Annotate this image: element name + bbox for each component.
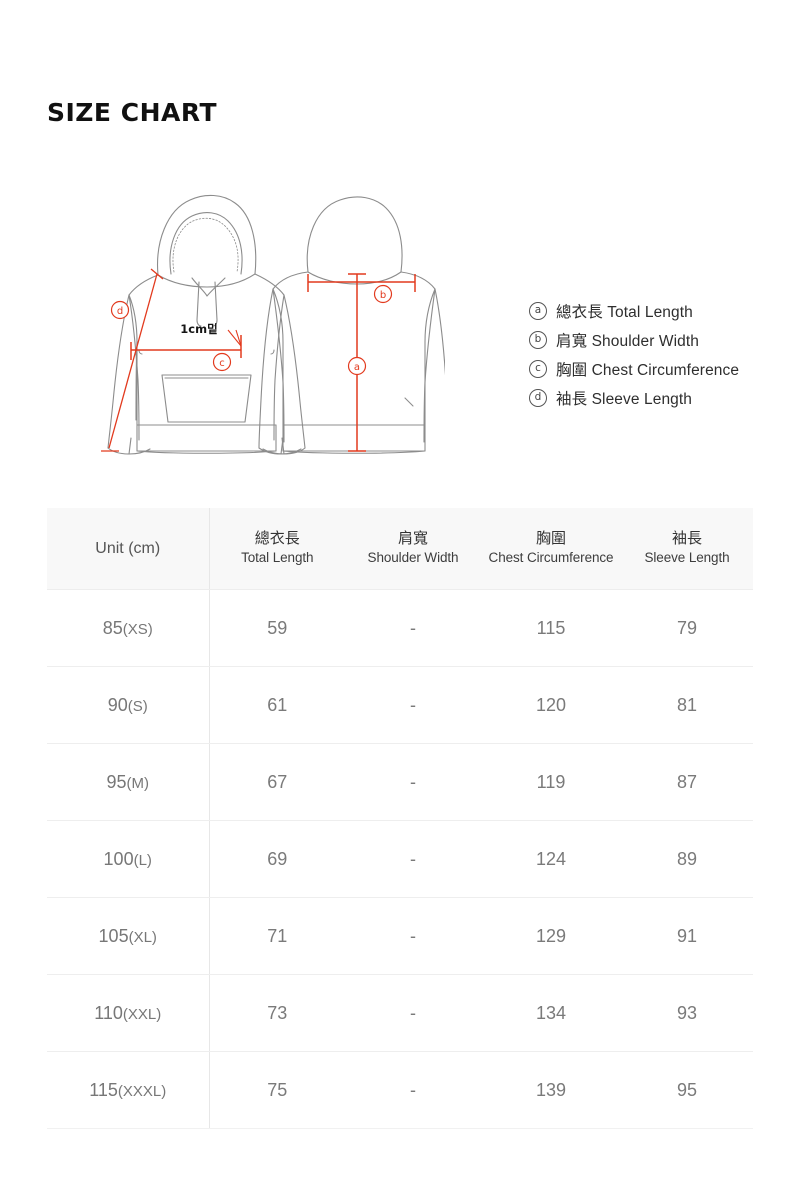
cell-shoulder-width: - [345, 1051, 481, 1129]
size-label-cell: 110(XXL) [47, 974, 210, 1052]
column-header-shoulder-width: 肩寬 Shoulder Width [345, 508, 481, 590]
svg-text:b: b [380, 290, 386, 301]
column-header-chest-circumference: 胸圍 Chest Circumference [481, 508, 621, 590]
cell-chest-circumference: 134 [481, 974, 621, 1052]
table-row: 95(M) 67-119 87 [47, 743, 753, 821]
cell-sleeve-length: 91 [621, 897, 753, 975]
cell-sleeve-length: 81 [621, 666, 753, 744]
cell-chest-circumference: 139 [481, 1051, 621, 1129]
cell-sleeve-length: 93 [621, 974, 753, 1052]
cell-sleeve-length: 79 [621, 589, 753, 667]
size-code: (L) [133, 851, 152, 869]
hoodie-measurement-diagram: d c 1cm밑 b a [95, 170, 445, 470]
legend-label: 總衣長 Total Length [556, 303, 693, 321]
size-code: (S) [127, 697, 148, 715]
size-label-cell: 85(XS) [47, 589, 210, 667]
cell-sleeve-length: 95 [621, 1051, 753, 1129]
cell-shoulder-width: - [345, 820, 481, 898]
table-row: 90(S) 61-120 81 [47, 666, 753, 744]
chest-offset-note: 1cm밑 [180, 322, 217, 336]
marker-b-icon: b [529, 330, 547, 349]
size-chart-table: Unit (cm) 總衣長 Total Length 肩寬 Shoulder W… [47, 508, 753, 1129]
marker-c-icon: c [529, 359, 547, 378]
legend-item-chest-circumference: c 胸圍 Chest Circumference [529, 354, 794, 383]
cell-shoulder-width: - [345, 897, 481, 975]
column-header-cn: 總衣長 [254, 530, 300, 548]
legend-item-sleeve-length: d 袖長 Sleeve Length [529, 383, 794, 412]
size-code: (XL) [128, 928, 157, 946]
column-header-unit: Unit (cm) [47, 508, 210, 590]
size-code: (XXL) [122, 1005, 162, 1023]
measurement-legend: a 總衣長 Total Length b 肩寬 Shoulder Width c… [529, 296, 794, 412]
size-label-cell: 115(XXXL) [47, 1051, 210, 1129]
cell-sleeve-length: 89 [621, 820, 753, 898]
size-number: 115 [89, 1079, 118, 1100]
table-row: 85(XS) 59-115 79 [47, 589, 753, 667]
column-header-cn: 袖長 [671, 530, 702, 548]
column-header-en: Shoulder Width [367, 550, 459, 566]
cell-total-length: 61 [209, 666, 345, 744]
size-number: 110 [94, 1002, 123, 1023]
column-header-sleeve-length: 袖長 Sleeve Length [621, 508, 753, 590]
chest-circumference-annotation [130, 329, 242, 360]
size-number: 85 [102, 617, 123, 638]
size-label-cell: 90(S) [47, 666, 210, 744]
page-title: SIZE CHART [47, 98, 218, 127]
size-code: (M) [126, 774, 150, 792]
size-number: 90 [107, 694, 128, 715]
legend-item-total-length: a 總衣長 Total Length [529, 296, 794, 325]
size-code: (XS) [122, 620, 153, 638]
table-row: 110(XXL) 73-134 93 [47, 974, 753, 1052]
cell-sleeve-length: 87 [621, 743, 753, 821]
marker-a-icon: a [529, 301, 547, 320]
column-header-total-length: 總衣長 Total Length [209, 508, 345, 590]
cell-shoulder-width: - [345, 974, 481, 1052]
legend-item-shoulder-width: b 肩寬 Shoulder Width [529, 325, 794, 354]
column-header-en: Sleeve Length [644, 550, 730, 566]
cell-chest-circumference: 129 [481, 897, 621, 975]
shoulder-width-annotation [307, 274, 416, 292]
cell-shoulder-width: - [345, 743, 481, 821]
marker-d-icon: d [529, 388, 547, 407]
cell-chest-circumference: 120 [481, 666, 621, 744]
sleeve-length-annotation [101, 268, 164, 452]
cell-total-length: 71 [209, 897, 345, 975]
size-number: 95 [106, 771, 127, 792]
column-header-cn: 胸圍 [535, 530, 566, 548]
cell-total-length: 59 [209, 589, 345, 667]
cell-total-length: 67 [209, 743, 345, 821]
cell-chest-circumference: 119 [481, 743, 621, 821]
svg-text:c: c [219, 358, 225, 369]
cell-chest-circumference: 115 [481, 589, 621, 667]
size-code: (XXXL) [117, 1082, 167, 1100]
legend-label: 胸圍 Chest Circumference [556, 361, 740, 379]
cell-total-length: 75 [209, 1051, 345, 1129]
svg-text:d: d [117, 306, 123, 317]
table-row: 115(XXXL) 75-139 95 [47, 1051, 753, 1129]
column-header-cn: 肩寬 [397, 530, 428, 548]
cell-chest-circumference: 124 [481, 820, 621, 898]
size-number: 100 [103, 848, 134, 869]
table-header-row: Unit (cm) 總衣長 Total Length 肩寬 Shoulder W… [47, 508, 753, 590]
cell-shoulder-width: - [345, 666, 481, 744]
column-header-en: Total Length [241, 550, 314, 566]
size-label-cell: 95(M) [47, 743, 210, 821]
svg-text:a: a [354, 362, 360, 373]
table-row: 100(L) 69-124 89 [47, 820, 753, 898]
table-row: 105(XL) 71-129 91 [47, 897, 753, 975]
column-header-en: Chest Circumference [488, 550, 614, 566]
size-label-cell: 100(L) [47, 820, 210, 898]
cell-total-length: 73 [209, 974, 345, 1052]
size-number: 105 [98, 925, 129, 946]
size-label-cell: 105(XL) [47, 897, 210, 975]
cell-total-length: 69 [209, 820, 345, 898]
legend-label: 袖長 Sleeve Length [556, 390, 693, 408]
cell-shoulder-width: - [345, 589, 481, 667]
legend-label: 肩寬 Shoulder Width [556, 332, 699, 350]
